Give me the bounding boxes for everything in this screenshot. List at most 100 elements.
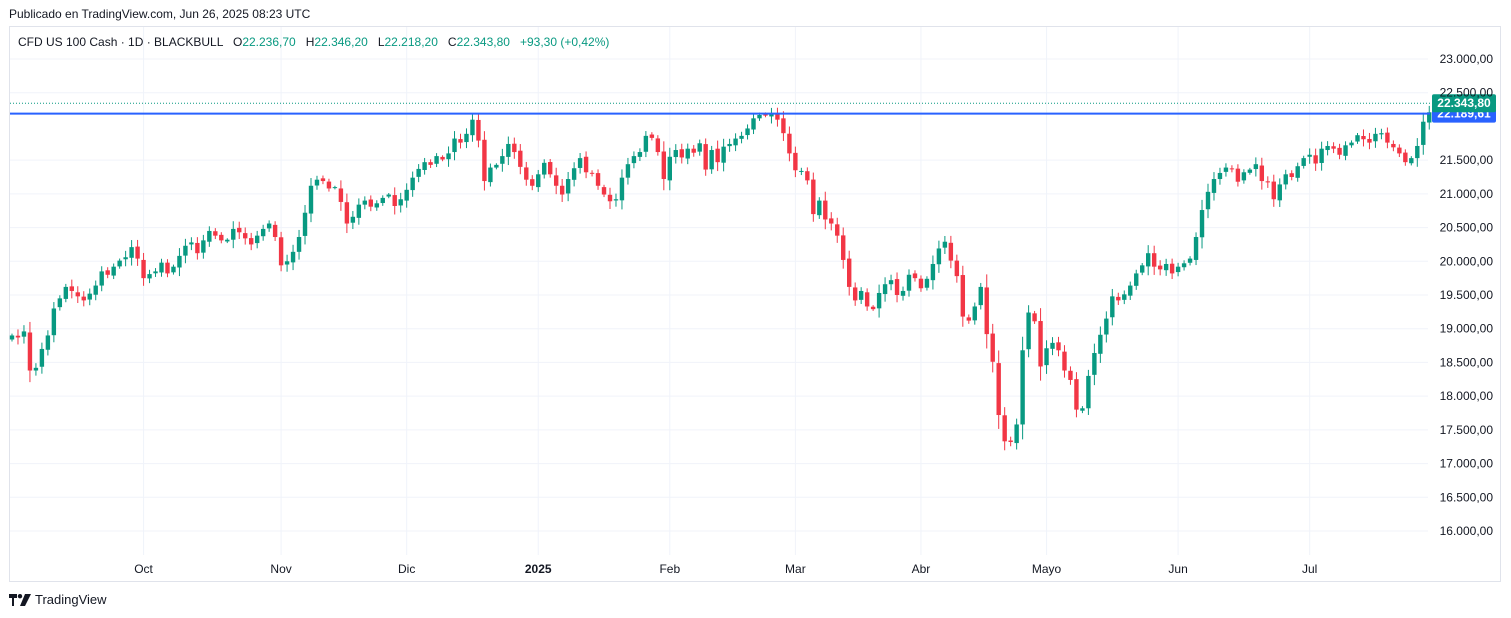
candle-body: [33, 367, 39, 371]
chart-frame: [9, 26, 1501, 582]
candle-body: [278, 237, 284, 266]
time-tick-label: Mar: [785, 562, 806, 576]
candle-body: [548, 162, 553, 175]
price-axis[interactable]: 16.000,00 16.500,00 17.000,00 17.500,00 18.0…: [1440, 52, 1494, 538]
candle-body: [15, 335, 21, 338]
ohlc-legend: CFD US 100 Cash · 1D · BLACKBULL O22.236…: [18, 35, 609, 49]
candle-body: [1020, 350, 1025, 425]
candle-body: [739, 135, 744, 139]
candle-body: [1367, 138, 1372, 143]
candle-body: [1289, 173, 1294, 177]
low-value: 22.218,20: [384, 35, 438, 49]
candle-body: [1002, 415, 1007, 442]
candle-body: [1217, 172, 1223, 180]
candle-body: [1421, 121, 1426, 145]
candle-body: [39, 348, 45, 367]
candle-body: [404, 189, 409, 201]
candle-body: [733, 138, 738, 146]
candle-body: [1307, 154, 1312, 157]
candle-body: [1092, 352, 1097, 375]
candle-body: [183, 245, 188, 256]
candle-body: [984, 287, 989, 335]
candle-body: [1062, 351, 1067, 371]
price-tick-label: 22.500,00: [1440, 86, 1494, 100]
price-tick-label: 19.000,00: [1440, 322, 1494, 336]
candle-body: [1325, 145, 1330, 151]
candle-body: [1038, 321, 1043, 367]
candle-body: [464, 133, 469, 143]
candle-body: [649, 134, 655, 138]
candle-body: [1056, 342, 1061, 351]
candle-body: [189, 242, 194, 245]
price-tick-label: 19.500,00: [1440, 288, 1494, 302]
candle-body: [1146, 253, 1151, 267]
candle-body: [1259, 165, 1265, 182]
candle-body: [141, 259, 146, 279]
candle-body: [266, 223, 272, 229]
candle-body: [775, 114, 780, 120]
candle-body: [57, 298, 63, 308]
candle-body: [667, 156, 672, 181]
candle-body: [302, 212, 308, 236]
candle-body: [81, 296, 86, 301]
candle-body: [225, 239, 230, 242]
candle-body: [942, 241, 948, 248]
candle-body: [1361, 136, 1366, 140]
candle-body: [458, 139, 463, 143]
candle-body: [930, 263, 936, 281]
candle-body: [1157, 265, 1163, 270]
candle-body: [338, 188, 344, 202]
candle-body: [260, 228, 266, 237]
candle-body: [858, 290, 864, 300]
candle-body: [948, 242, 954, 261]
tradingview-brand[interactable]: TradingView: [9, 592, 107, 607]
tradingview-logo-icon: [9, 593, 31, 606]
candle-body: [1181, 263, 1187, 268]
candle-body: [1044, 348, 1049, 366]
candle-body: [45, 335, 51, 350]
candle-body: [207, 230, 212, 242]
candle-body: [799, 170, 804, 172]
candle-body: [1068, 370, 1073, 380]
candle-body: [619, 177, 625, 201]
candle-body: [709, 150, 714, 170]
candle-body: [1427, 112, 1432, 123]
candle-body: [972, 306, 977, 321]
price-tick-label: 20.500,00: [1440, 221, 1494, 235]
candle-body: [380, 197, 385, 204]
candle-body: [1337, 147, 1342, 155]
candle-body: [147, 274, 152, 279]
time-tick-label: Mayo: [1032, 562, 1062, 576]
candle-body: [1295, 166, 1300, 178]
candle-body: [308, 185, 314, 214]
candle-body: [254, 235, 260, 244]
candle-body: [129, 247, 134, 258]
candle-body: [1032, 313, 1037, 322]
candle-body: [117, 260, 122, 267]
candle-body: [805, 171, 810, 181]
price-tick-label: 16.000,00: [1440, 524, 1494, 538]
candle-body: [715, 148, 720, 163]
candle-body: [1014, 424, 1019, 444]
time-axis[interactable]: Oct Nov Dic 2025 Feb Mar Abr Mayo Jun Jul: [134, 562, 1317, 576]
last-price-tag: [1432, 94, 1496, 113]
candle-body: [1313, 155, 1318, 164]
candle-body: [1140, 265, 1145, 273]
candle-body: [643, 135, 649, 152]
candle-body: [769, 114, 774, 117]
candle-body: [823, 200, 828, 220]
candle-body: [1163, 263, 1169, 271]
candle-body: [434, 156, 439, 164]
candle-body: [613, 199, 619, 201]
candle-body: [1343, 145, 1348, 156]
close-key: C: [447, 35, 457, 49]
candle-body: [912, 273, 918, 279]
candle-body: [1086, 375, 1091, 409]
candle-body: [213, 231, 218, 236]
candle-body: [177, 255, 182, 268]
candle-body: [195, 242, 200, 254]
candle-body: [793, 152, 798, 171]
candle-body: [978, 286, 983, 306]
